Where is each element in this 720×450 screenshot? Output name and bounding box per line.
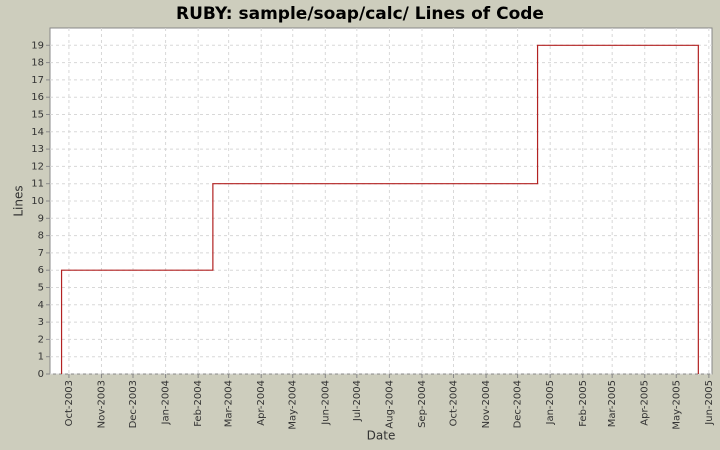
y-tick-label: 11 [31,179,44,190]
y-tick-label: 10 [31,196,44,207]
data-line [60,44,699,374]
x-tick-label: Jan-2004 [161,380,172,425]
x-axis-label: Date [367,429,396,443]
x-tick-label: Apr-2005 [640,380,651,426]
x-tick-label: Oct-2004 [449,380,460,426]
x-tick-label: Jul-2004 [352,380,363,422]
y-tick-label: 17 [31,75,44,86]
x-tick-label: Dec-2004 [513,380,524,428]
y-tick-label: 16 [31,92,44,103]
x-tick-label: Jun-2004 [320,380,331,426]
y-tick-label: 9 [38,213,44,224]
x-tick-label: Nov-2003 [96,380,107,428]
y-tick-label: 14 [31,127,44,138]
x-tick-label: Feb-2004 [193,380,204,427]
x-tick-label: May-2004 [288,380,299,430]
x-tick-label: Feb-2005 [578,380,589,427]
y-tick-label: 5 [38,283,44,294]
y-tick-label: 4 [38,300,44,311]
x-tick-label: Mar-2005 [607,380,618,427]
y-axis-label: Lines [12,185,26,216]
x-tick-label: Sep-2004 [417,380,428,428]
x-tick-label: Nov-2004 [481,380,492,428]
y-tick-label: 13 [31,144,44,155]
x-tick-label: Mar-2004 [224,380,235,427]
y-tick-label: 15 [31,110,44,121]
y-tick-label: 2 [38,334,44,345]
chart-title: RUBY: sample/soap/calc/ Lines of Code [176,4,544,24]
y-tick-label: 7 [38,248,44,259]
x-tick-label: Jun-2005 [704,380,715,426]
y-tick-label: 19 [31,40,44,51]
y-tick-label: 1 [38,352,44,363]
y-tick-label: 3 [38,317,44,328]
y-tick-label: 18 [31,58,44,69]
x-tick-label: Oct-2003 [64,380,75,426]
x-tick-label: Aug-2004 [384,380,395,429]
x-tick-label: Jan-2005 [545,380,556,425]
x-tick-label: Dec-2003 [128,380,139,428]
y-tick-label: 12 [31,161,44,172]
x-tick-label: Apr-2004 [256,380,267,426]
y-tick-label: 0 [38,369,44,380]
x-tick-label: May-2005 [671,380,682,430]
y-tick-label: 6 [38,265,44,276]
y-tick-label: 8 [38,231,44,242]
